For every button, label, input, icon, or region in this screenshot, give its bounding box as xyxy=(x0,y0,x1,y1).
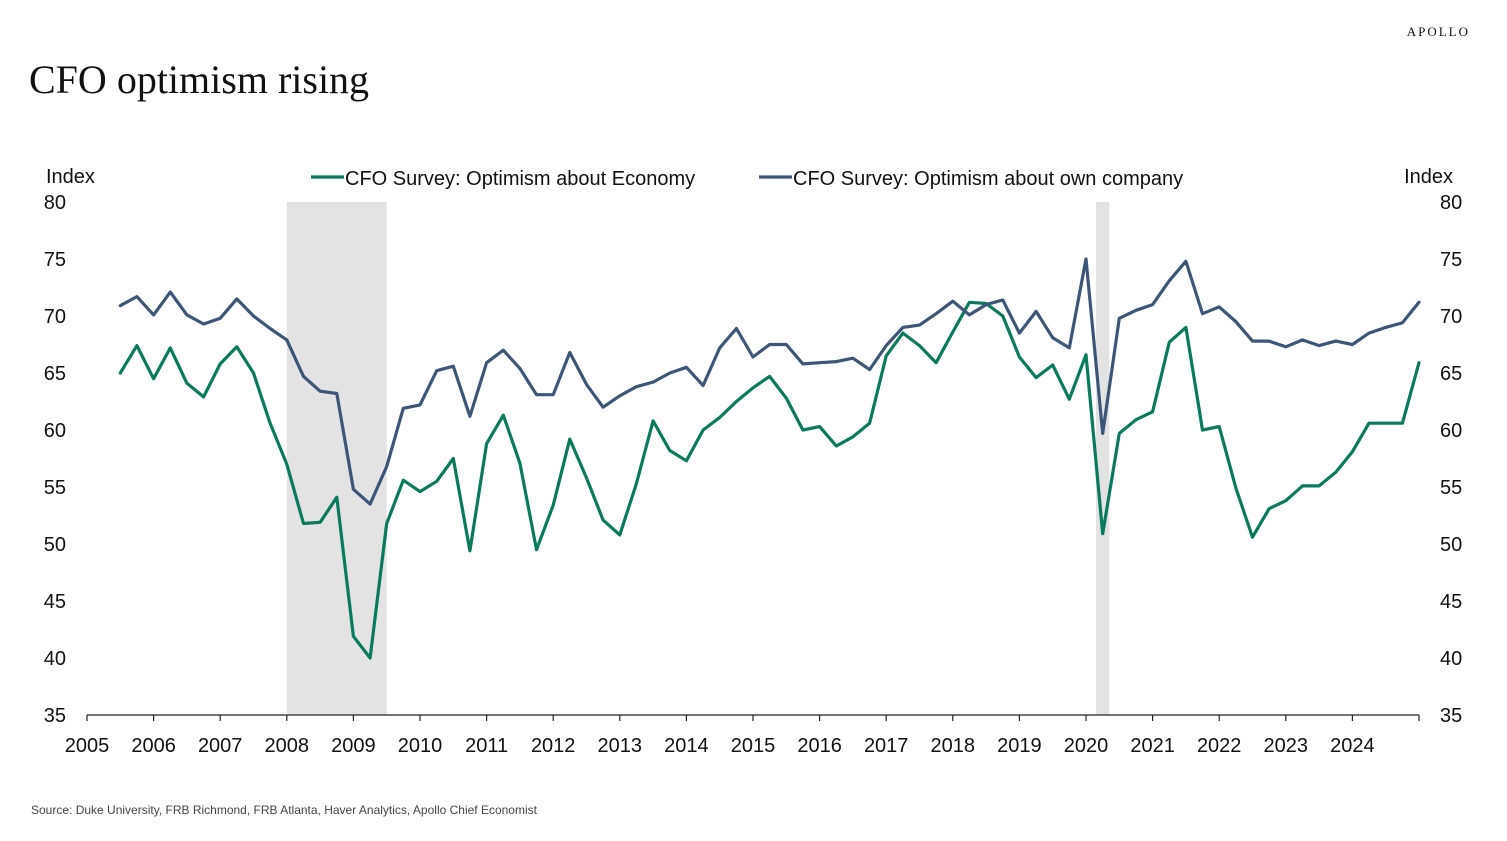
line-chart: 2005 2006 2007 2008 2009 2010 2011 2012 2013 2014… xyxy=(44,166,1463,757)
y-tick-label-right: 65 xyxy=(1440,363,1462,385)
y-tick-label-left: 80 xyxy=(44,192,66,214)
x-tick-label: 2022 xyxy=(1197,735,1242,757)
axes: 2005 2006 2007 2008 2009 2010 2011 2012 2013 2014… xyxy=(44,166,1463,757)
x-tick-label: 2011 xyxy=(465,735,508,757)
series-line-economy xyxy=(118,300,1421,660)
x-tick-label: 2021 xyxy=(1130,735,1175,757)
y-tick-label-right: 45 xyxy=(1440,591,1462,613)
y-tick-label-right: 75 xyxy=(1440,249,1462,271)
recession-band xyxy=(286,202,387,715)
y-tick-label-right: 55 xyxy=(1440,477,1462,499)
y-tick-label-right: 40 xyxy=(1440,648,1462,670)
x-tick-label: 2013 xyxy=(598,735,643,757)
brand-logo-text: APOLLO xyxy=(1406,24,1470,39)
x-tick-label: 2006 xyxy=(131,735,176,757)
y-tick-label-right: 35 xyxy=(1440,705,1462,727)
x-tick-label: 2020 xyxy=(1064,735,1109,757)
legend-label: CFO Survey: Optimism about own company xyxy=(793,168,1183,190)
y-tick-label-left: 60 xyxy=(44,420,66,442)
legend-label: CFO Survey: Optimism about Economy xyxy=(345,168,695,190)
x-tick-label: 2005 xyxy=(65,735,110,757)
x-tick-label: 2016 xyxy=(797,735,842,757)
y-tick-label-right: 60 xyxy=(1440,420,1462,442)
x-tick-label: 2012 xyxy=(531,735,576,757)
y-tick-label-left: 65 xyxy=(44,363,66,385)
x-tick-label: 2019 xyxy=(997,735,1042,757)
y-tick-label-left: 50 xyxy=(44,534,66,556)
y-tick-label-left: 45 xyxy=(44,591,66,613)
y-tick-label-right: 70 xyxy=(1440,306,1462,328)
recession-band xyxy=(1095,202,1110,715)
y-tick-label-right: 80 xyxy=(1440,192,1462,214)
y-tick-label-left: 70 xyxy=(44,306,66,328)
series-lines xyxy=(118,257,1421,660)
recession-bands xyxy=(286,202,1110,715)
y-tick-label-right: 50 xyxy=(1440,534,1462,556)
y-tick-label-left: 55 xyxy=(44,477,66,499)
x-tick-label: 2008 xyxy=(265,735,310,757)
legend: CFO Survey: Optimism about Economy CFO Su… xyxy=(311,168,1183,190)
series-line-own-company xyxy=(118,257,1421,506)
chart-title: CFO optimism rising xyxy=(29,57,370,102)
x-tick-label: 2017 xyxy=(864,735,909,757)
x-tick-label: 2009 xyxy=(331,735,376,757)
y-axis-title-left: Index xyxy=(46,166,95,188)
x-tick-label: 2024 xyxy=(1330,735,1375,757)
x-tick-label: 2015 xyxy=(731,735,776,757)
x-tick-label: 2010 xyxy=(398,735,443,757)
y-tick-label-left: 75 xyxy=(44,249,66,271)
x-tick-label: 2007 xyxy=(198,735,243,757)
y-tick-label-left: 35 xyxy=(44,705,66,727)
x-tick-label: 2018 xyxy=(931,735,976,757)
x-tick-label: 2014 xyxy=(664,735,709,757)
y-axis-title-right: Index xyxy=(1404,166,1453,188)
source-note: Source: Duke University, FRB Richmond, F… xyxy=(31,803,537,817)
y-tick-label-left: 40 xyxy=(44,648,66,670)
x-tick-label: 2023 xyxy=(1264,735,1309,757)
